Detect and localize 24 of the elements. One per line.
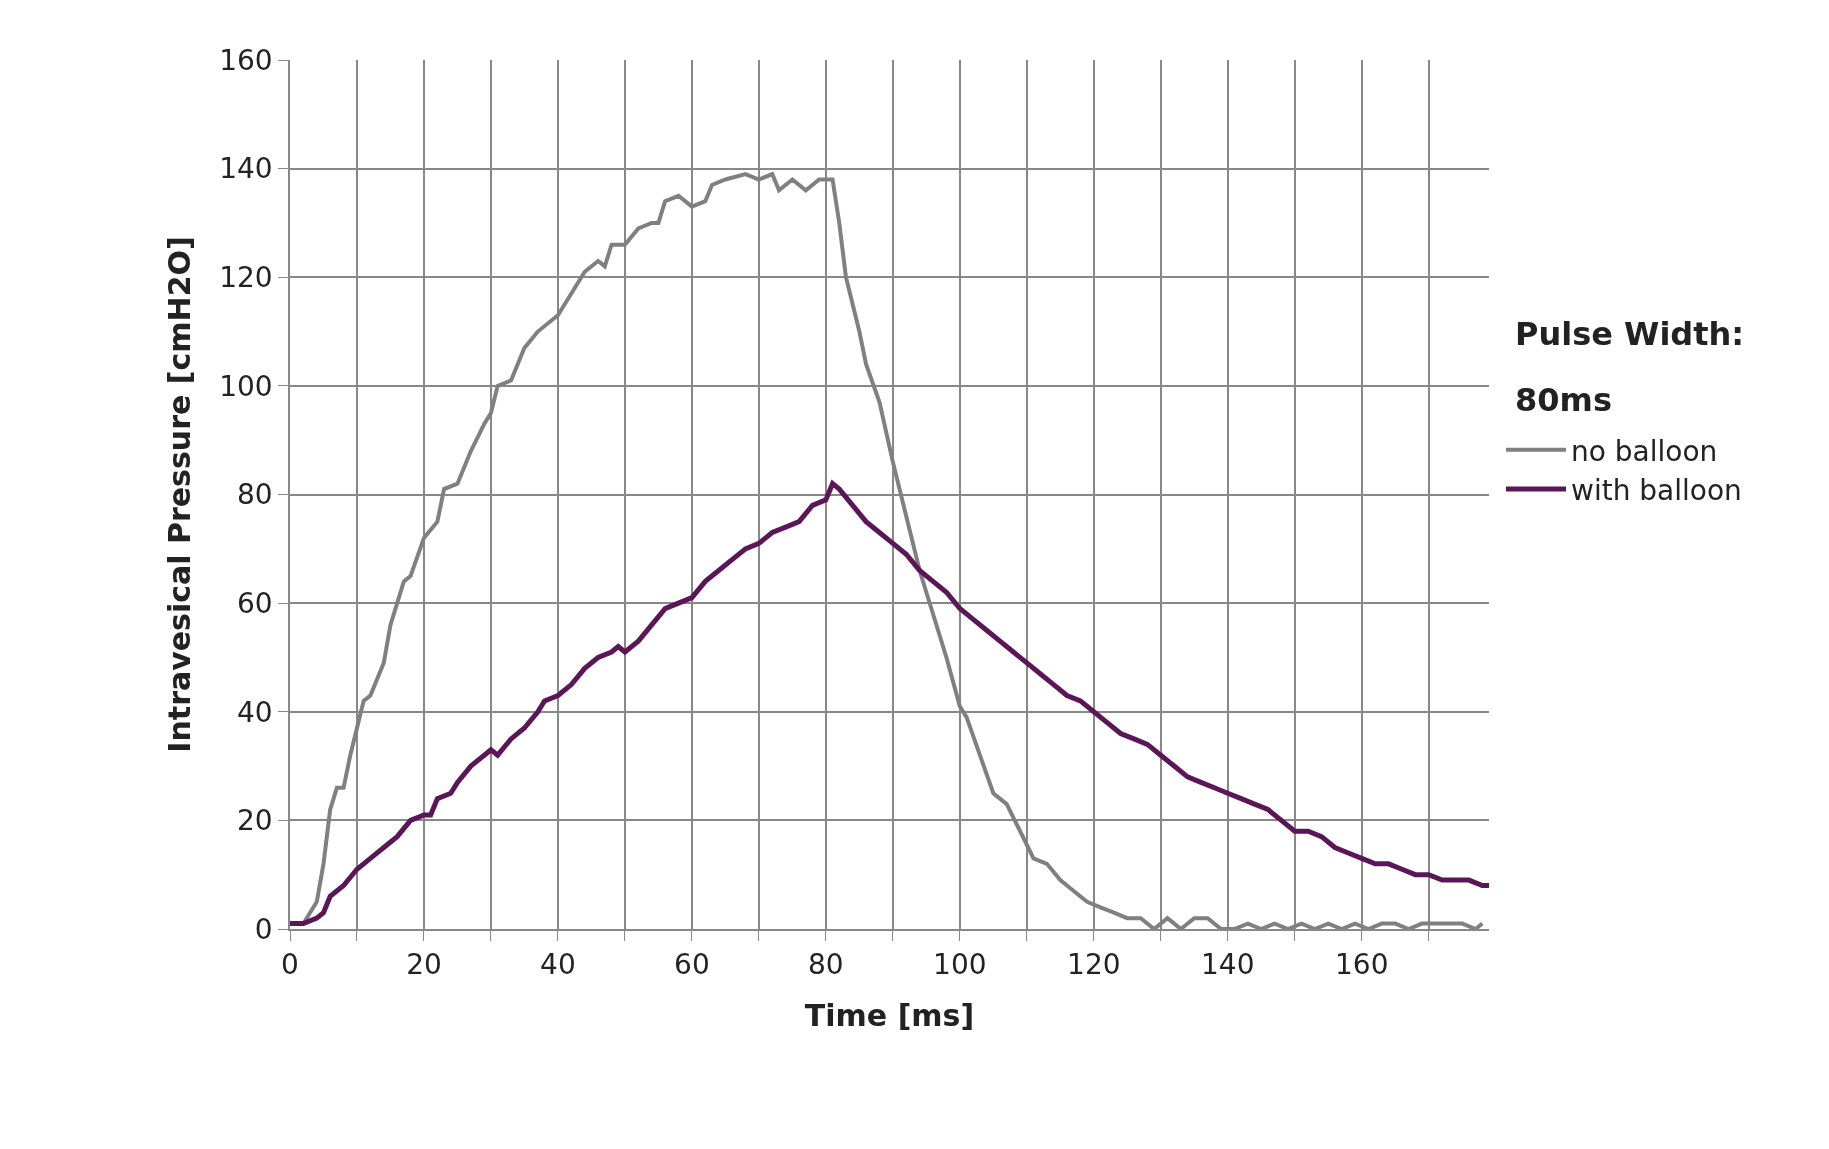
legend-title: Pulse Width: — [1515, 315, 1745, 353]
y-tick-label: 0 — [254, 912, 273, 946]
x-tick-label: 140 — [1201, 948, 1255, 982]
y-tick-label: 40 — [237, 695, 273, 729]
y-tick-label: 160 — [219, 43, 273, 77]
text: 80ms — [1515, 381, 1612, 419]
x-tick-label: 120 — [1067, 948, 1121, 982]
y-tick-label: 20 — [237, 804, 273, 838]
x-tick-label: 20 — [406, 948, 442, 982]
x-tick-label: 0 — [281, 948, 299, 982]
x-tick-label: 60 — [674, 948, 710, 982]
x-tick-label: 160 — [1335, 948, 1389, 982]
x-tick-label: 100 — [933, 948, 987, 982]
y-tick-label: 120 — [219, 261, 273, 295]
x-axis-title: Time [ms] — [804, 998, 975, 1034]
legend-label: with balloon — [1570, 474, 1742, 507]
x-tick-label: 40 — [540, 948, 576, 982]
y-tick-label: 80 — [237, 478, 273, 512]
y-tick-label: 60 — [237, 586, 273, 620]
y-tick-label: 100 — [219, 369, 273, 403]
legend-label: no balloon — [1570, 434, 1718, 468]
x-tick-label: 80 — [808, 948, 844, 982]
y-axis-title: Intravesical Pressure [cmH2O] — [161, 236, 197, 753]
y-tick-label: 140 — [219, 152, 273, 186]
